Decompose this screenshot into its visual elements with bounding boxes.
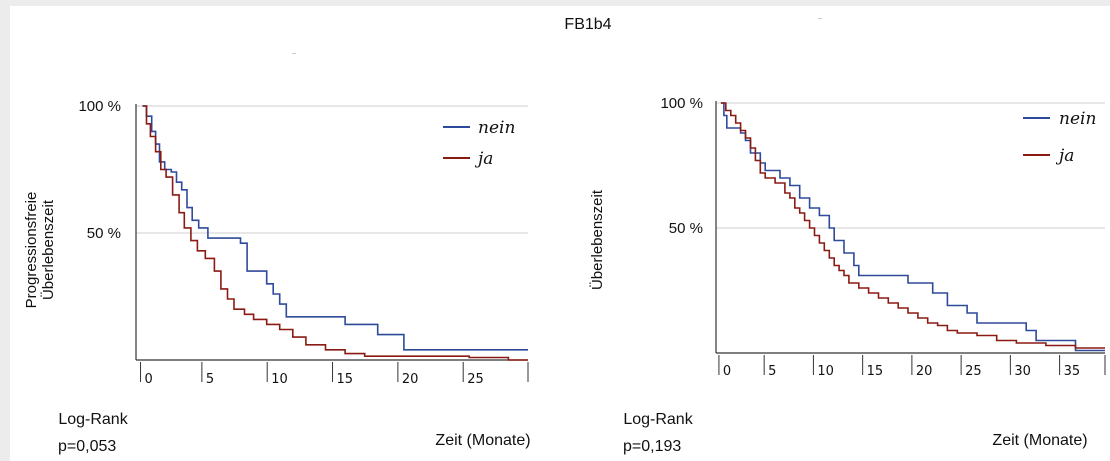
left-chart-plot: 100 % 50 % 0 5 10 15 20 25 nein ja — [78, 98, 529, 387]
right-legend-label-nein: nein — [1059, 109, 1096, 129]
right-pvalue: p=0,193 — [623, 438, 681, 455]
figure-title: FB1b4 — [564, 16, 611, 33]
left-legend-label-nein: nein — [478, 118, 515, 138]
right-x-tick-label: 15 — [867, 364, 884, 379]
left-y-axis-label-line1: Progressionsfreie — [23, 192, 40, 309]
left-y-tick-label: 50 % — [87, 225, 121, 242]
left-legend-label-ja: ja — [474, 149, 493, 169]
right-legend-label-ja: ja — [1055, 146, 1074, 166]
left-y-axis-label-line2: Überlebenszeit — [39, 199, 57, 300]
speck-mark — [292, 53, 296, 54]
left-pvalue: p=0,053 — [58, 438, 116, 455]
right-x-tick-label: 5 — [768, 364, 776, 379]
left-series-nein-line — [142, 105, 528, 351]
right-x-tick-label: 0 — [723, 364, 731, 379]
left-x-tick-label: 25 — [467, 372, 484, 387]
left-x-tick-label: 5 — [206, 372, 214, 387]
left-logrank-label: Log-Rank — [58, 411, 128, 428]
right-series-nein-line — [720, 102, 1105, 352]
right-chart-plot: 100 % 50 % 0 5 10 15 20 25 30 35 nein ja — [660, 95, 1106, 379]
right-y-tick-label: 100 % — [660, 95, 703, 112]
left-series-ja-line — [142, 105, 528, 361]
right-logrank-label: Log-Rank — [623, 411, 693, 428]
right-x-tick-label: 35 — [1064, 364, 1081, 379]
left-x-axis-label: Zeit (Monate) — [435, 432, 530, 449]
right-x-tick-label: 25 — [965, 364, 982, 379]
left-x-tick-label: 15 — [337, 372, 354, 387]
right-x-tick-label: 20 — [916, 364, 933, 379]
left-x-tick-label: 20 — [402, 372, 419, 387]
left-y-axis-label: Progressionsfreie Überlebenszeit — [23, 192, 57, 309]
right-x-tick-label: 10 — [817, 364, 834, 379]
speck-mark — [818, 18, 822, 19]
right-series-ja-line — [720, 102, 1105, 349]
right-x-axis-label: Zeit (Monate) — [992, 432, 1087, 449]
left-x-tick-label: 0 — [145, 372, 153, 387]
right-y-axis-label-line1: Überlebenszeit — [588, 189, 606, 290]
right-y-axis-label: Überlebenszeit — [588, 189, 606, 290]
right-x-tick-label: 30 — [1014, 364, 1031, 379]
left-x-tick-label: 10 — [271, 372, 288, 387]
right-y-tick-label: 50 % — [669, 220, 703, 237]
left-y-tick-label: 100 % — [78, 98, 121, 115]
